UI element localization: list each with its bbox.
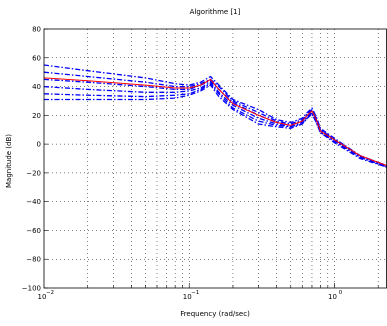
y-tick-label: −40 [26, 198, 41, 206]
plot-frame [43, 28, 387, 289]
x-tick-exponent: −2 [46, 290, 54, 296]
x-tick-exponent: −1 [191, 290, 199, 296]
x-tick-label: 10 [328, 293, 337, 301]
y-tick-label: 40 [32, 83, 41, 91]
x-axis-label: Frequency (rad/sec) [180, 310, 250, 318]
dispersion-curve [43, 64, 387, 167]
y-tick-label: 20 [32, 112, 41, 120]
y-tick-label: 0 [37, 141, 41, 149]
chart-title: Algorithme [1] [190, 8, 241, 16]
dispersion-curve [44, 84, 387, 168]
y-tick-label: 60 [32, 54, 41, 62]
x-tick-label: 10 [38, 293, 47, 301]
y-tick-label: −20 [26, 169, 41, 177]
y-tick-label: 80 [32, 26, 41, 34]
y-tick-label: −60 [26, 227, 41, 235]
x-tick-label: 10 [183, 293, 192, 301]
reference-curve [43, 77, 387, 167]
y-tick-label: −100 [22, 285, 41, 293]
y-tick-label: −80 [26, 256, 41, 264]
dispersion-curve [43, 83, 387, 168]
dispersion-curve [43, 78, 387, 167]
grid-lines [44, 29, 387, 288]
dispersion-curve [43, 81, 387, 168]
data-series [43, 64, 387, 168]
y-axis-label: Magnitude (dB) [5, 134, 13, 188]
x-tick-exponent: 0 [339, 290, 343, 296]
